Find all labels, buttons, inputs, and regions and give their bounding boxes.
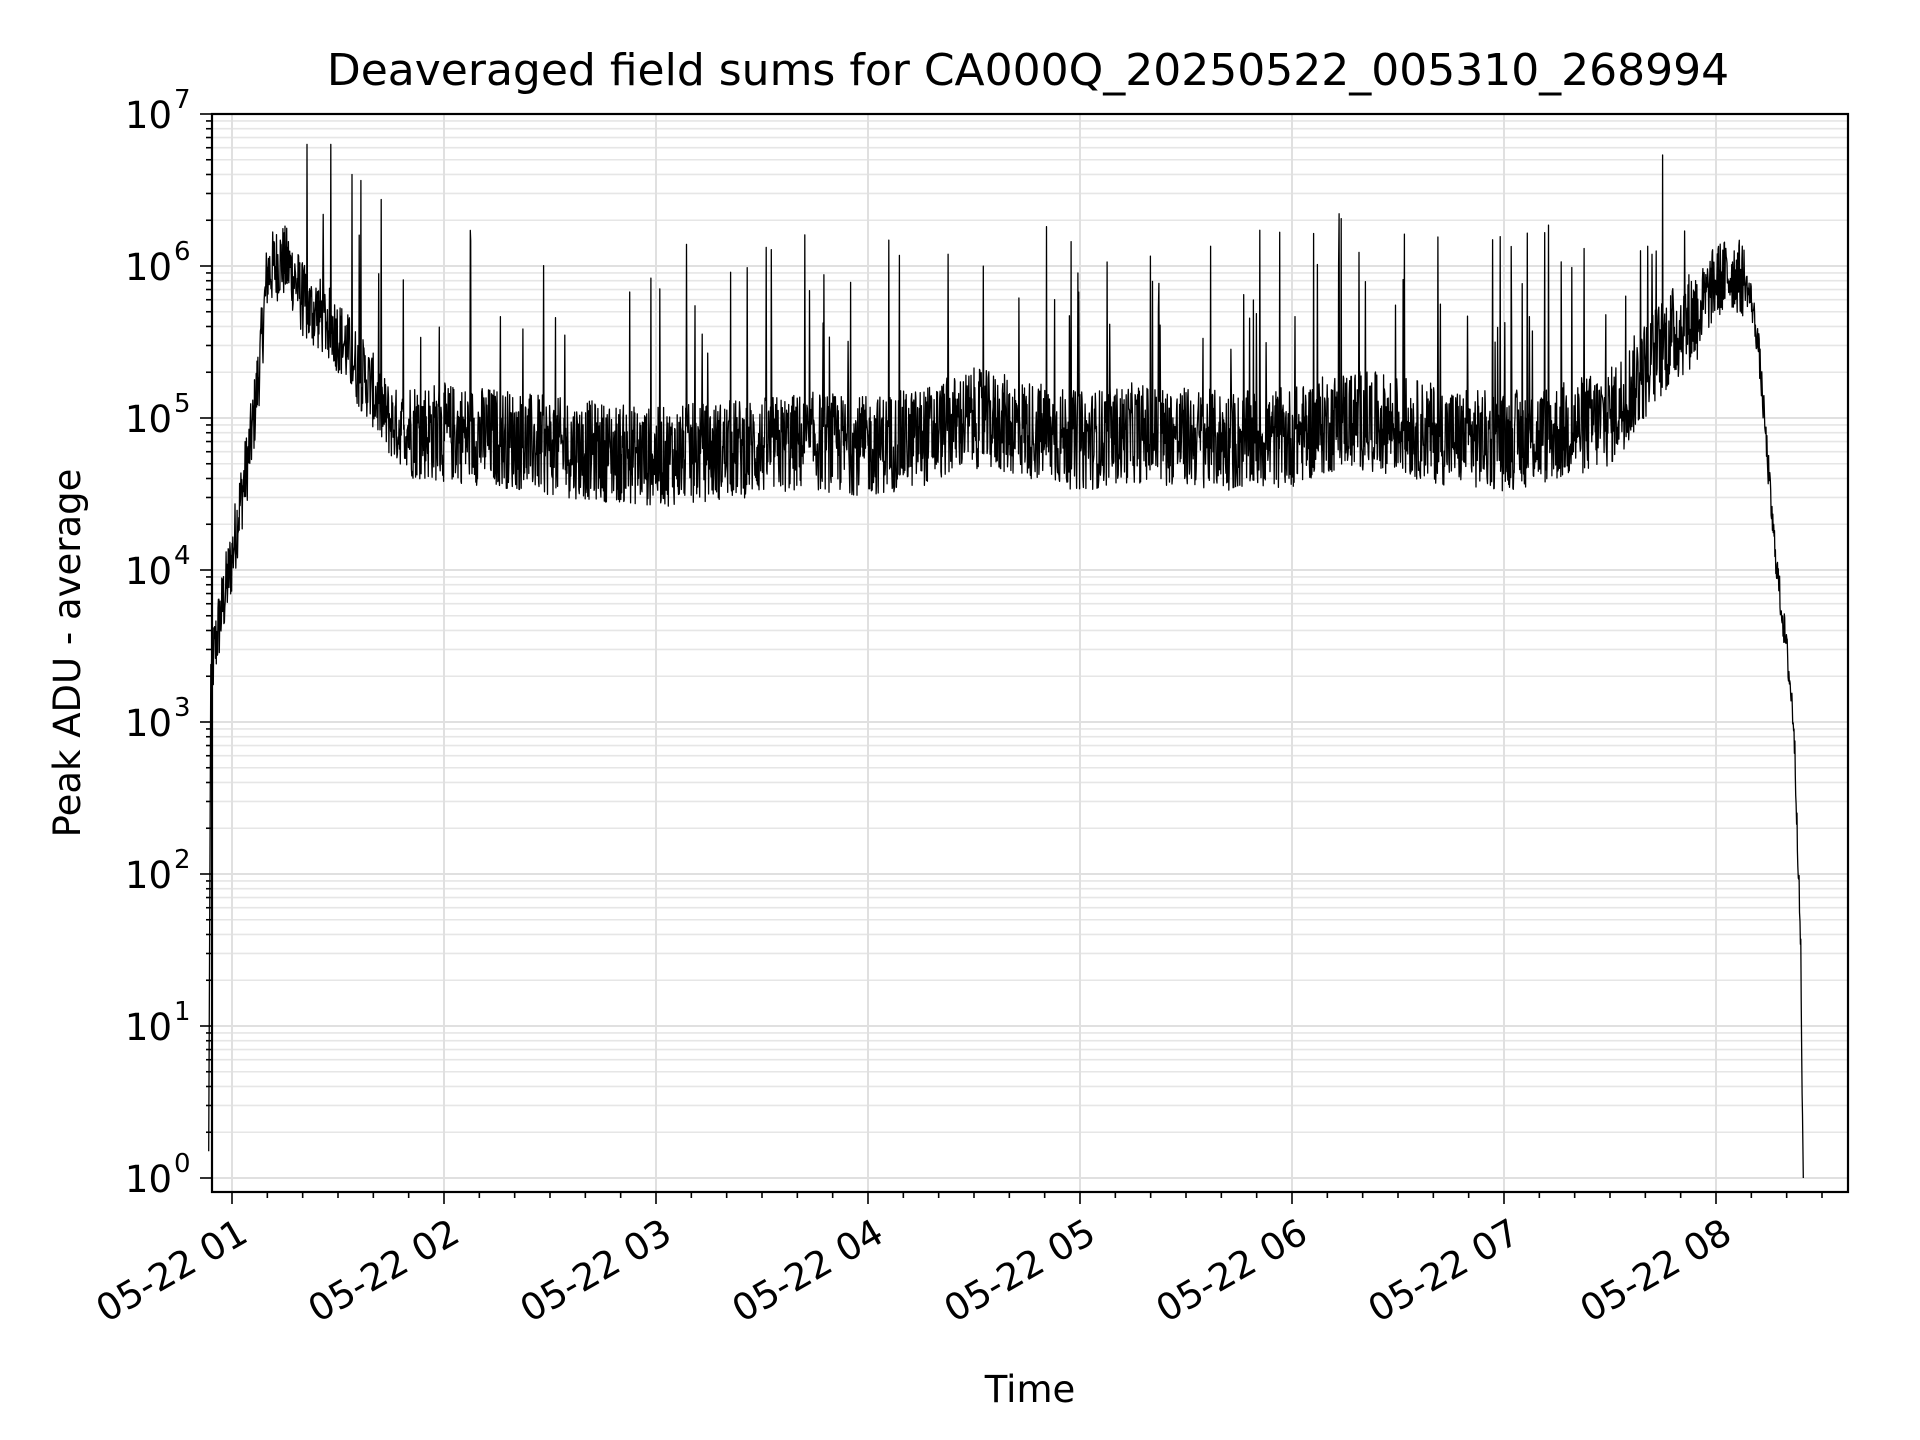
y-tick-label: 10 <box>125 1158 172 1201</box>
y-tick-exponent: 7 <box>174 85 191 115</box>
y-tick-label: 10 <box>125 246 172 289</box>
y-axis-label: Peak ADU - average <box>46 469 89 838</box>
y-tick-label: 10 <box>125 854 172 897</box>
chart-title: Deaveraged field sums for CA000Q_2025052… <box>327 45 1729 96</box>
y-tick-exponent: 3 <box>174 693 191 723</box>
y-tick-label: 10 <box>125 398 172 441</box>
y-tick-exponent: 1 <box>174 997 191 1027</box>
y-tick-exponent: 4 <box>174 541 191 571</box>
y-tick-exponent: 5 <box>174 389 191 419</box>
x-axis-label: Time <box>984 1368 1076 1411</box>
y-tick-label: 10 <box>125 550 172 593</box>
y-tick-exponent: 2 <box>174 845 191 875</box>
y-tick-label: 10 <box>125 94 172 137</box>
series-line-0 <box>208 143 1804 1179</box>
y-tick-label: 10 <box>125 702 172 745</box>
plot-frame <box>210 112 1850 1194</box>
y-tick-exponent: 6 <box>174 237 191 267</box>
series-layer <box>208 143 1804 1179</box>
y-tick-label: 10 <box>125 1006 172 1049</box>
y-tick-exponent: 0 <box>174 1149 191 1179</box>
